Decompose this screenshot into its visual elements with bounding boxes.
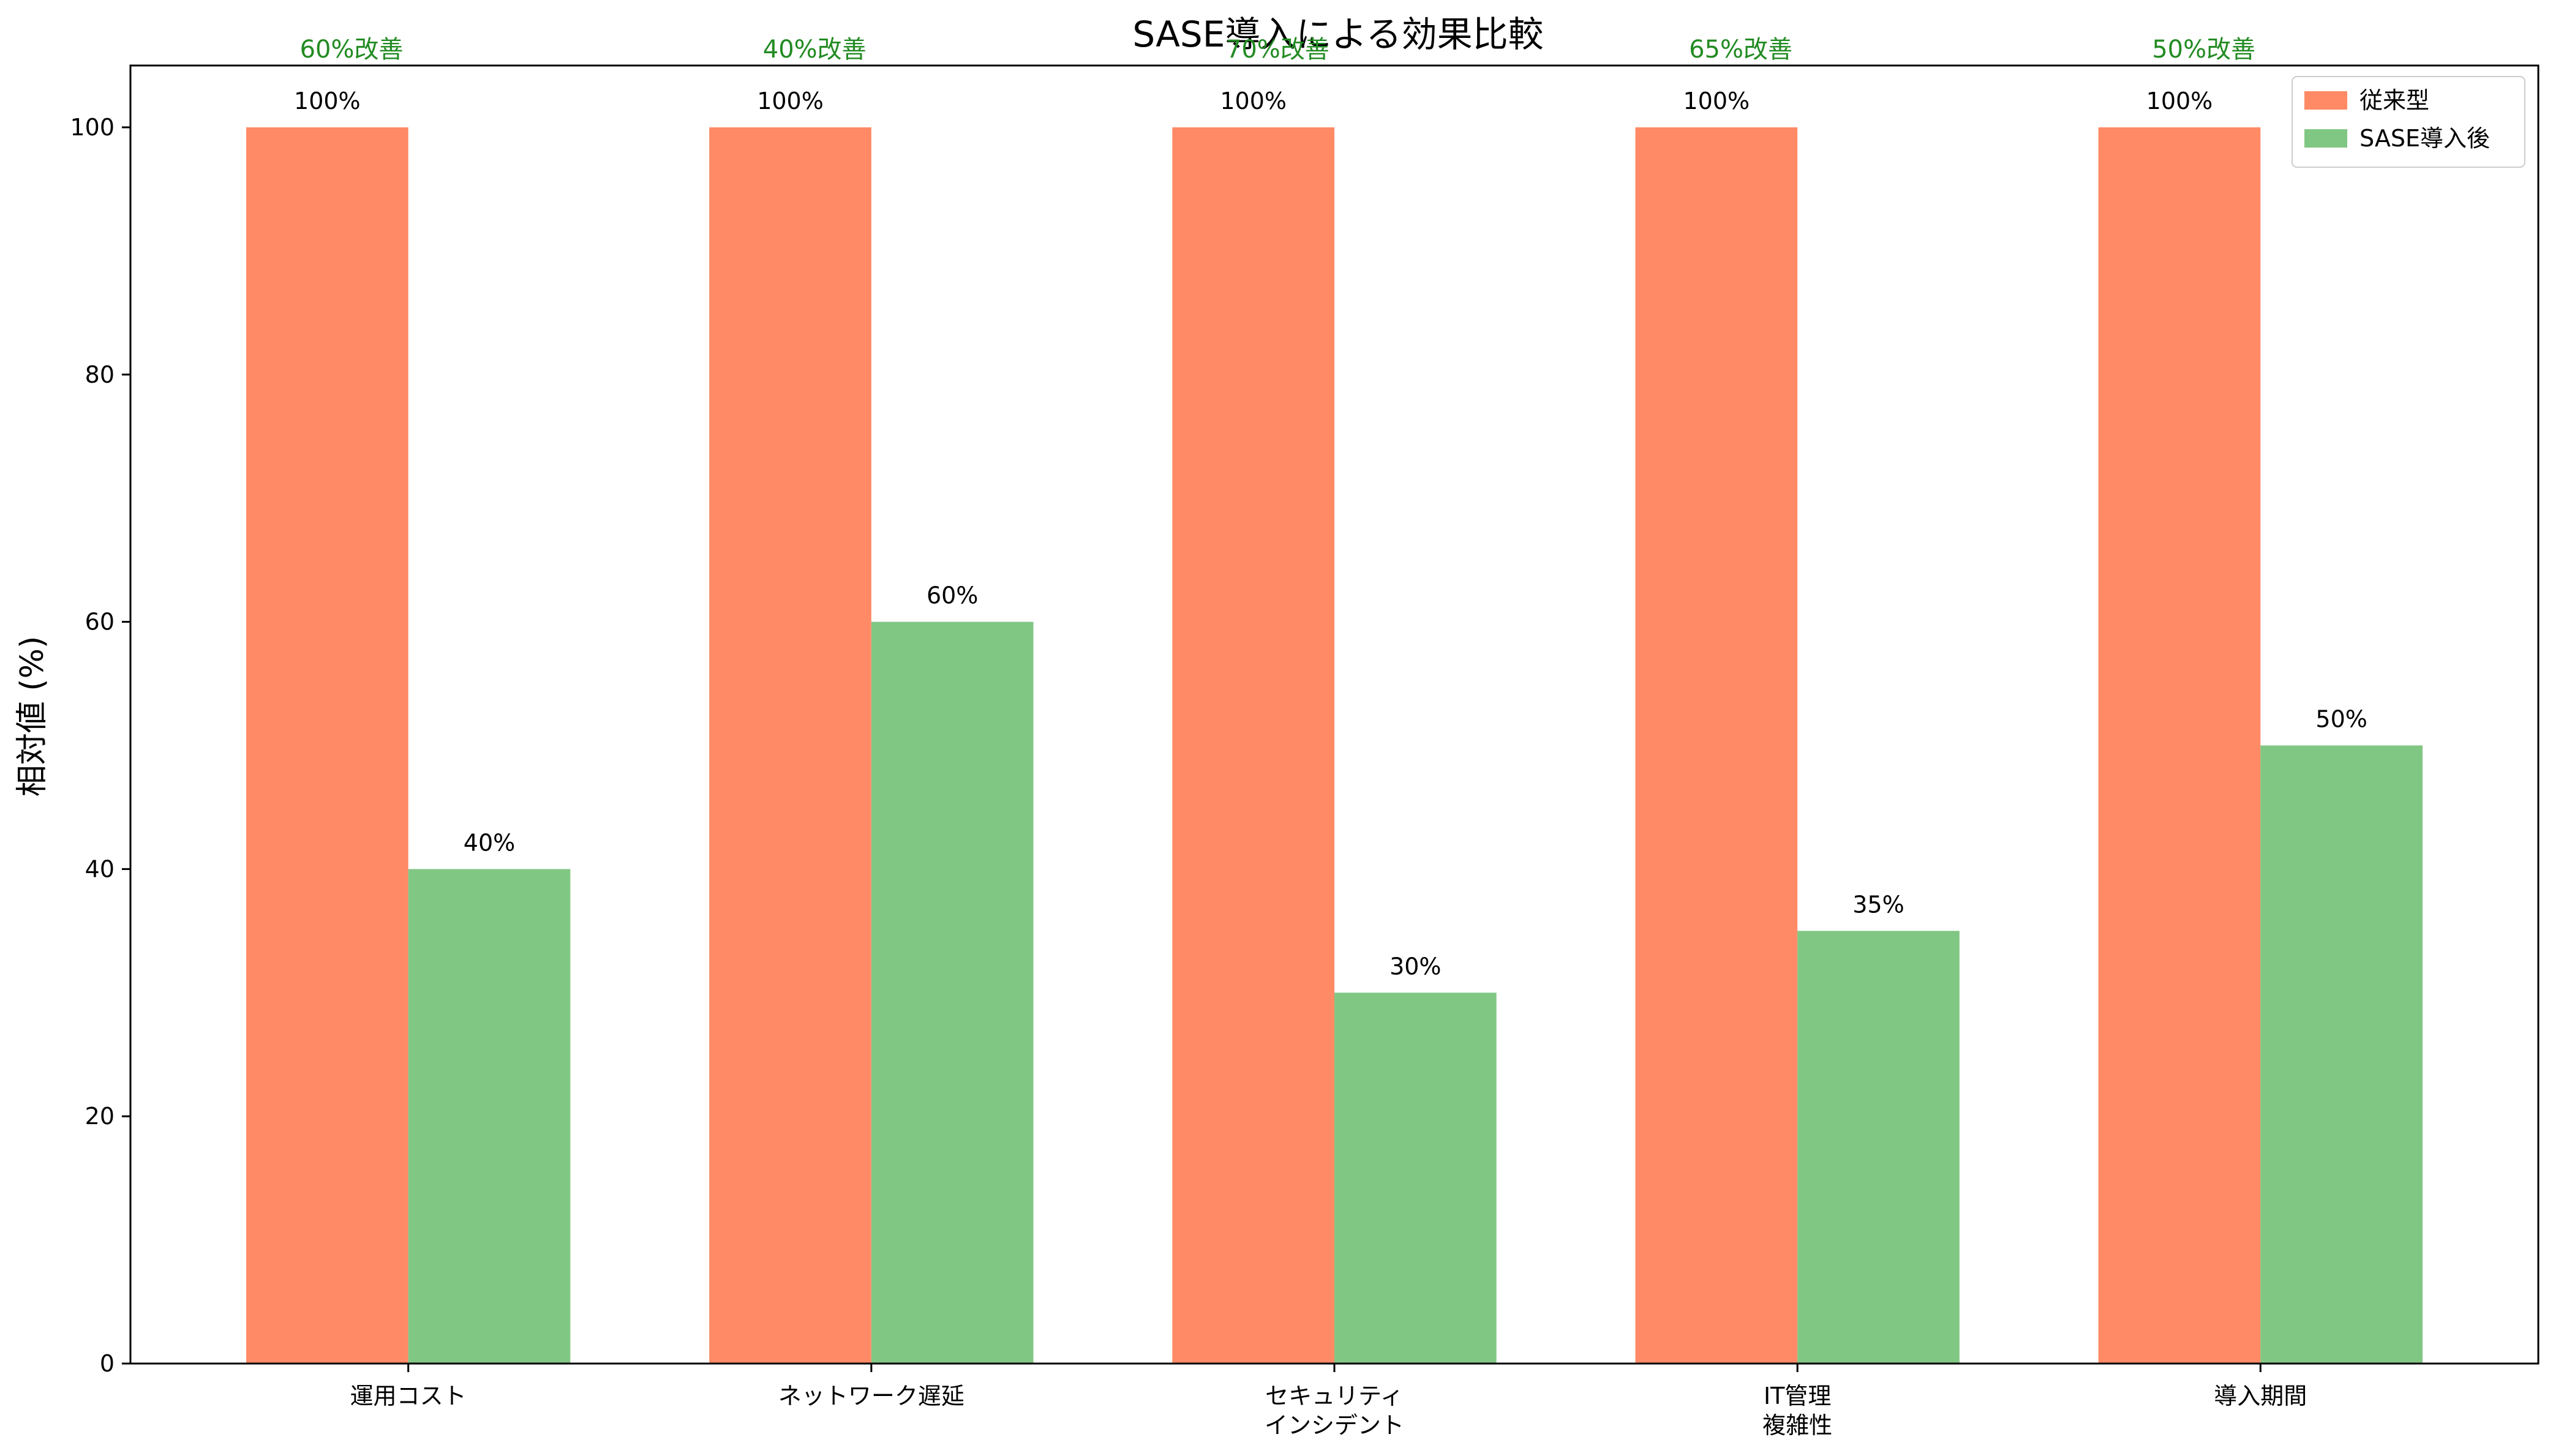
bar-conventional-4 xyxy=(2098,127,2261,1364)
bar-conventional-0 xyxy=(246,127,408,1364)
bar-sase-0 xyxy=(408,869,571,1364)
bar-sase-4 xyxy=(2260,745,2423,1364)
legend-label: SASE導入後 xyxy=(2359,125,2490,152)
y-tick-label: 80 xyxy=(85,361,115,388)
x-tick-label: ネットワーク遅延 xyxy=(778,1383,964,1409)
bar-sase-1 xyxy=(871,621,1034,1364)
value-label: 100% xyxy=(2146,88,2213,114)
y-tick-label: 0 xyxy=(100,1350,115,1377)
value-label: 100% xyxy=(1220,88,1287,114)
legend-box xyxy=(2292,76,2525,168)
bar-conventional-1 xyxy=(709,127,871,1364)
bar-sase-2 xyxy=(1334,993,1497,1364)
value-label: 60% xyxy=(927,582,978,609)
x-tick-label: セキュリティインシデント xyxy=(1265,1383,1404,1439)
improvement-label: 60%改善 xyxy=(300,36,404,64)
value-label: 100% xyxy=(294,88,361,114)
bar-conventional-3 xyxy=(1635,127,1798,1364)
improvement-label: 40%改善 xyxy=(763,36,867,64)
bar-conventional-2 xyxy=(1172,127,1334,1364)
value-label: 100% xyxy=(757,88,824,114)
value-label: 30% xyxy=(1389,953,1441,980)
improvement-label: 50%改善 xyxy=(2152,36,2255,64)
plot-area: 100% 100% 100% 100% 100% 40% 60% 30% 35% 50% 60%改善… xyxy=(70,36,2540,1439)
legend-swatch xyxy=(2304,129,2347,148)
x-tick-label: 導入期間 xyxy=(2214,1383,2307,1409)
bar-sase-3 xyxy=(1797,931,1960,1364)
y-axis-label: 相対値 (%) xyxy=(14,636,51,797)
improvement-label: 65%改善 xyxy=(1689,36,1792,64)
legend-label: 従来型 xyxy=(2359,87,2429,114)
x-tick-label: 運用コスト xyxy=(350,1383,467,1409)
value-label: 50% xyxy=(2315,705,2367,732)
value-label: 40% xyxy=(464,829,515,856)
improvement-label: 70%改善 xyxy=(1226,36,1329,64)
y-tick-label: 100 xyxy=(70,114,115,141)
value-label: 35% xyxy=(1852,891,1904,918)
y-tick-label: 20 xyxy=(85,1103,115,1130)
chart-title: SASE導入による効果比較 xyxy=(1132,13,1543,55)
y-tick-label: 60 xyxy=(85,609,115,636)
legend-swatch xyxy=(2304,91,2347,110)
legend: 従来型 SASE導入後 xyxy=(2292,76,2525,168)
x-tick-label: IT管理複雑性 xyxy=(1762,1383,1832,1439)
y-tick-label: 40 xyxy=(85,855,115,882)
value-label: 100% xyxy=(1683,88,1750,114)
